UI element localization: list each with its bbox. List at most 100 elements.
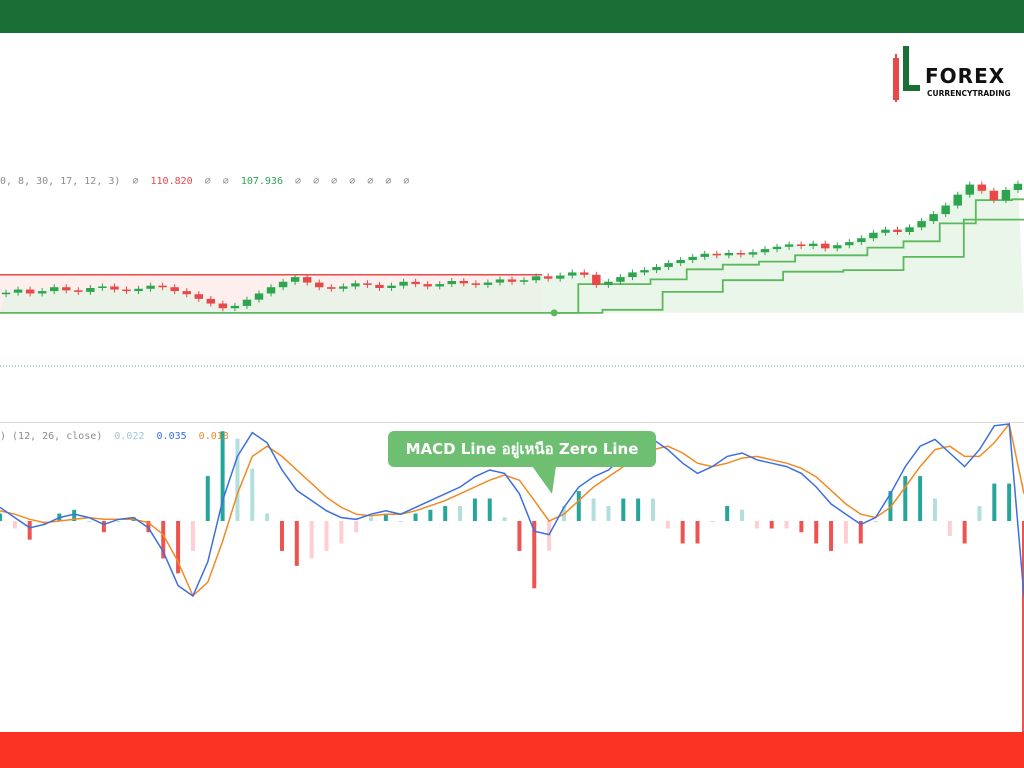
histogram-bar — [932, 498, 937, 521]
candle — [760, 249, 770, 253]
candle — [580, 272, 589, 275]
candle — [122, 289, 131, 292]
histogram-bar — [235, 438, 240, 521]
candle — [736, 253, 746, 255]
histogram-bar — [695, 521, 700, 544]
histogram-bar — [27, 521, 32, 540]
candle — [748, 252, 758, 255]
candle — [869, 232, 878, 239]
price-legend-empty: ∅ — [204, 176, 211, 187]
candle — [833, 245, 842, 249]
histogram-bar — [443, 506, 448, 521]
candle — [86, 288, 95, 292]
candle — [62, 287, 71, 291]
candle — [363, 283, 372, 285]
histogram-bar — [873, 521, 878, 522]
candle — [772, 246, 782, 250]
candle — [110, 286, 119, 290]
candle — [435, 284, 444, 287]
histogram-bar — [814, 521, 819, 544]
band-start-marker — [550, 309, 558, 317]
logo-word: FOREX — [925, 64, 1006, 88]
candle — [640, 270, 649, 273]
candle — [339, 286, 348, 289]
candle — [471, 283, 481, 285]
candle — [49, 287, 59, 292]
histogram-bar — [532, 521, 537, 589]
histogram-bar — [636, 498, 641, 521]
candle — [519, 280, 529, 282]
macd-panel — [0, 422, 1024, 768]
histogram-bar — [576, 491, 581, 521]
histogram-bar — [220, 431, 225, 521]
candle — [857, 238, 866, 243]
candle — [254, 293, 264, 300]
candle — [989, 190, 999, 201]
macd-line — [0, 423, 1024, 598]
candle — [1001, 190, 1011, 201]
macd-legend-histogram: 0.022 — [114, 431, 145, 442]
histogram-bar — [680, 521, 685, 544]
candle — [170, 287, 179, 292]
bottom-banner — [0, 732, 1024, 768]
candle — [555, 275, 565, 279]
candle — [676, 260, 685, 264]
price-legend-empty: ∅ — [403, 176, 410, 187]
candle — [917, 221, 926, 228]
histogram-bar — [591, 498, 596, 521]
macd-indicator-legend: ) (12, 26, close) 0.022 0.035 0.013 — [0, 431, 235, 442]
candle — [423, 284, 432, 287]
logo-candles-icon — [893, 46, 920, 102]
histogram-bar — [1007, 483, 1012, 521]
histogram-bar — [606, 506, 611, 521]
price-legend-empty: ∅ — [349, 176, 356, 187]
price-legend-empty: ∅ — [132, 176, 139, 187]
candle — [315, 282, 324, 288]
macd-top-border — [0, 422, 1024, 423]
candle — [604, 281, 613, 285]
candle — [977, 184, 987, 191]
candle — [531, 276, 541, 281]
histogram-bar — [665, 521, 670, 529]
candle — [302, 277, 312, 283]
histogram-bar — [87, 521, 92, 522]
histogram-bar — [190, 521, 195, 551]
price-legend-empty: ∅ — [222, 176, 229, 187]
histogram-bar — [502, 517, 507, 521]
candle — [1, 292, 11, 295]
histogram-bar — [487, 498, 492, 521]
histogram-bar — [101, 521, 106, 533]
candle — [712, 253, 722, 256]
histogram-bar — [843, 521, 848, 544]
candle — [1013, 183, 1023, 190]
candle — [351, 283, 360, 287]
candle — [483, 282, 493, 285]
histogram-bar — [947, 521, 952, 536]
candle — [290, 277, 300, 282]
signal-line — [0, 422, 1024, 598]
price-legend-empty: ∅ — [313, 176, 320, 187]
candle — [953, 194, 962, 206]
candle — [688, 256, 697, 260]
candle — [664, 263, 673, 267]
histogram-bar — [354, 521, 359, 533]
histogram-bar — [472, 498, 477, 521]
histogram-bar — [309, 521, 314, 559]
candle — [784, 244, 794, 247]
candle — [387, 285, 396, 288]
histogram-bar — [176, 521, 181, 574]
candle — [652, 267, 661, 271]
candle — [218, 303, 228, 309]
histogram-bar — [146, 521, 151, 533]
logo-subtitle: CURRENCYTRADING — [927, 89, 1011, 98]
histogram-bar — [0, 513, 2, 521]
histogram-bar — [116, 521, 121, 522]
histogram-bar — [962, 521, 967, 544]
histogram-bar — [754, 521, 759, 529]
candle — [13, 289, 23, 293]
candle — [724, 253, 734, 256]
price-legend-empty: ∅ — [295, 176, 302, 187]
price-legend-empty: ∅ — [331, 176, 338, 187]
histogram-bar — [740, 509, 745, 521]
